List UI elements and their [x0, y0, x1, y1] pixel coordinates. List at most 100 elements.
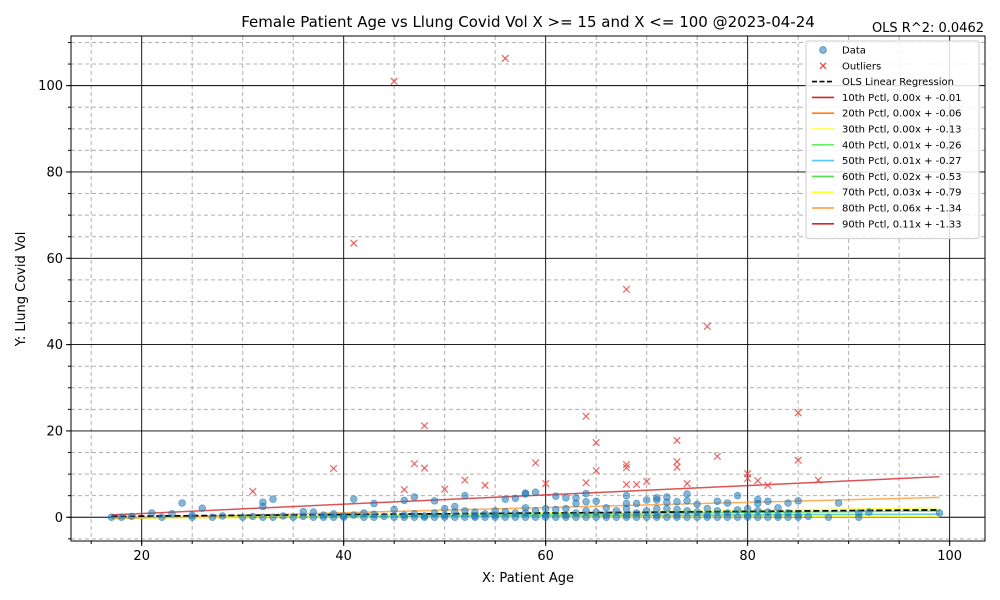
data-point — [360, 513, 368, 521]
outlier-point — [420, 464, 429, 472]
data-point — [713, 507, 722, 515]
data-point — [329, 513, 338, 521]
data-point — [642, 496, 651, 504]
data-point — [622, 504, 631, 513]
x-tick-label: 60 — [537, 549, 554, 564]
data-point — [592, 513, 600, 521]
data-point — [430, 497, 439, 505]
data-point — [764, 513, 772, 521]
data-point — [733, 491, 742, 500]
y-tick-label: 40 — [46, 338, 63, 353]
data-point — [289, 513, 297, 521]
data-point — [511, 494, 520, 502]
data-point — [541, 504, 550, 513]
x-tick-label: 100 — [937, 549, 962, 564]
data-point — [673, 513, 681, 521]
data-points — [107, 488, 944, 521]
data-point — [521, 490, 530, 498]
chart-title: Female Patient Age vs Llung Covid Vol X … — [241, 13, 815, 31]
outlier-point — [400, 485, 409, 494]
data-point — [238, 513, 247, 521]
data-point — [491, 513, 499, 521]
data-point — [380, 512, 388, 521]
data-point — [531, 488, 540, 496]
data-point — [612, 507, 621, 515]
data-point — [269, 495, 277, 503]
legend-label: 20th Pctl, 0.00x + -0.06 — [842, 109, 962, 120]
legend-label: 30th Pctl, 0.00x + -0.13 — [842, 125, 962, 136]
legend-entry: 20th Pctl, 0.00x + -0.06 — [812, 109, 962, 120]
outlier-point — [329, 464, 338, 473]
data-point — [208, 513, 217, 521]
data-point — [683, 513, 691, 521]
outlier-point — [713, 452, 722, 461]
outlier-point — [420, 421, 429, 430]
data-point — [733, 506, 742, 514]
x-tick-label: 80 — [739, 549, 756, 564]
outlier-point — [673, 463, 681, 471]
outlier-point — [461, 476, 469, 484]
legend-entry: 80th Pctl, 0.06x + -1.34 — [812, 204, 962, 215]
data-point — [663, 513, 671, 521]
data-point — [501, 495, 509, 503]
data-point — [794, 497, 802, 505]
data-point — [582, 513, 590, 521]
data-point — [743, 513, 752, 521]
data-point — [390, 505, 398, 514]
data-point — [572, 499, 580, 508]
legend-label: 50th Pctl, 0.01x + -0.27 — [842, 156, 962, 167]
axis-ticks: 20 40 60 80 100 0 20 40 60 80 100 — [38, 41, 962, 564]
data-point — [501, 513, 509, 521]
legend-entry: 90th Pctl, 0.11x + -1.33 — [812, 219, 962, 230]
data-point — [834, 499, 843, 507]
data-point — [855, 513, 863, 521]
outlier-point — [622, 460, 631, 469]
data-point — [754, 499, 762, 508]
data-point — [703, 504, 711, 513]
data-point — [784, 499, 792, 507]
legend-label: Data — [842, 46, 866, 57]
data-point — [531, 507, 540, 515]
y-tick-label: 60 — [46, 252, 63, 267]
data-point — [602, 504, 610, 512]
outlier-point — [794, 456, 802, 465]
legend-label: 90th Pctl, 0.11x + -1.33 — [842, 219, 962, 230]
legend-entry: 30th Pctl, 0.00x + -0.13 — [812, 125, 962, 136]
outlier-point — [501, 54, 510, 63]
data-point — [531, 513, 540, 521]
outlier-point — [622, 480, 631, 489]
data-point — [663, 504, 671, 513]
outlier-point — [642, 477, 651, 486]
x-axis-label: X: Patient Age — [482, 571, 574, 586]
data-point — [683, 490, 691, 498]
data-point — [148, 509, 156, 517]
data-point — [693, 500, 701, 509]
data-point — [642, 507, 651, 515]
data-point — [461, 513, 469, 521]
data-point — [622, 513, 631, 521]
data-point — [865, 508, 873, 516]
data-point — [521, 513, 530, 521]
data-point — [127, 512, 136, 521]
outlier-point — [673, 457, 681, 466]
data-point — [107, 513, 116, 521]
legend-label: 70th Pctl, 0.03x + -0.79 — [842, 188, 962, 199]
data-point — [653, 513, 661, 521]
y-tick-label: 20 — [46, 424, 63, 439]
x-tick-label: 40 — [335, 549, 352, 564]
legend-box — [805, 40, 980, 240]
data-point — [683, 497, 691, 505]
outlier-point — [622, 463, 631, 472]
data-point — [562, 513, 570, 521]
data-point — [612, 513, 621, 521]
data-point — [764, 497, 772, 505]
data-point — [440, 513, 449, 521]
legend-label: OLS Linear Regression — [842, 77, 954, 88]
data-point — [804, 512, 812, 521]
data-point — [249, 512, 257, 521]
data-point — [582, 507, 590, 515]
data-point — [632, 499, 641, 508]
data-point — [410, 513, 419, 521]
outlier-point — [249, 487, 257, 496]
